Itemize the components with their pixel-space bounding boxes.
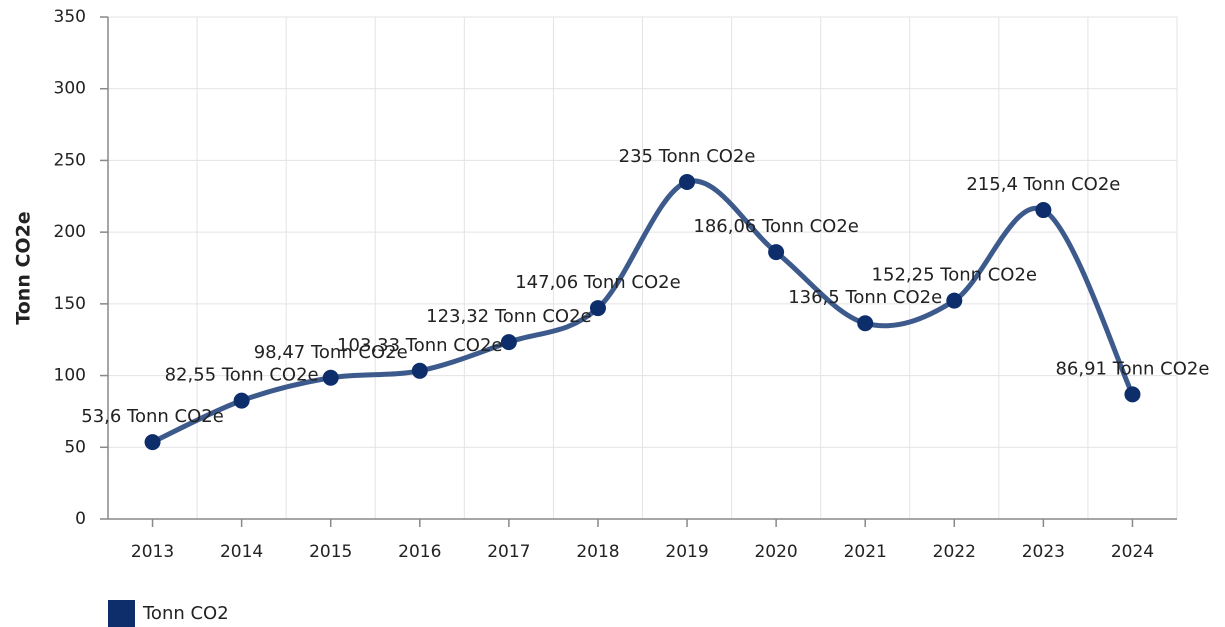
point: [589, 300, 606, 317]
data-label: 136,5 Tonn CO2e: [788, 287, 942, 308]
point: [233, 392, 250, 409]
x-tick-label: 2022: [933, 542, 976, 562]
point: [322, 369, 339, 386]
y-tick-label: 50: [64, 437, 86, 457]
x-tick-label: 2017: [487, 542, 530, 562]
y-tick-label: 250: [54, 150, 86, 170]
x-tick-label: 2020: [754, 542, 797, 562]
data-label: 123,32 Tonn CO2e: [426, 306, 591, 327]
data-label: 103,33 Tonn CO2e: [337, 335, 502, 356]
y-tick-label: 300: [54, 79, 86, 99]
x-tick-label: 2021: [844, 542, 887, 562]
x-tick-label: 2024: [1111, 542, 1154, 562]
x-tick-label: 2016: [398, 542, 441, 562]
y-tick-label: 350: [54, 7, 86, 27]
y-tick-label: 0: [75, 509, 86, 529]
legend-swatch: [108, 600, 135, 627]
data-label: 98,47 Tonn CO2e: [254, 342, 408, 363]
x-tick-label: 2013: [131, 542, 174, 562]
point: [946, 292, 963, 309]
data-label: 152,25 Tonn CO2e: [872, 265, 1037, 286]
point: [500, 334, 517, 351]
x-tick-label: 2018: [576, 542, 619, 562]
point: [1035, 202, 1052, 219]
data-label: 147,06 Tonn CO2e: [515, 272, 680, 293]
legend-label: Tonn CO2: [142, 603, 229, 624]
point: [857, 315, 874, 332]
data-label: 82,55 Tonn CO2e: [165, 365, 319, 386]
data-label: 53,6 Tonn CO2e: [81, 406, 224, 427]
y-tick-label: 150: [54, 294, 86, 314]
data-label: 235 Tonn CO2e: [619, 146, 756, 167]
point: [144, 434, 161, 451]
data-label: 86,91 Tonn CO2e: [1055, 358, 1209, 379]
y-tick-label: 200: [54, 222, 86, 242]
point: [1124, 386, 1141, 403]
point: [411, 362, 428, 379]
data-label: 215,4 Tonn CO2e: [966, 174, 1120, 195]
x-tick-label: 2014: [220, 542, 263, 562]
data-label: 186,06 Tonn CO2e: [693, 216, 858, 237]
point: [768, 244, 785, 261]
y-tick-label: 100: [54, 366, 86, 386]
x-tick-label: 2023: [1022, 542, 1065, 562]
y-axis-label: Tonn CO2e: [13, 211, 35, 324]
point: [679, 173, 696, 190]
x-tick-label: 2015: [309, 542, 352, 562]
x-tick-label: 2019: [665, 542, 708, 562]
